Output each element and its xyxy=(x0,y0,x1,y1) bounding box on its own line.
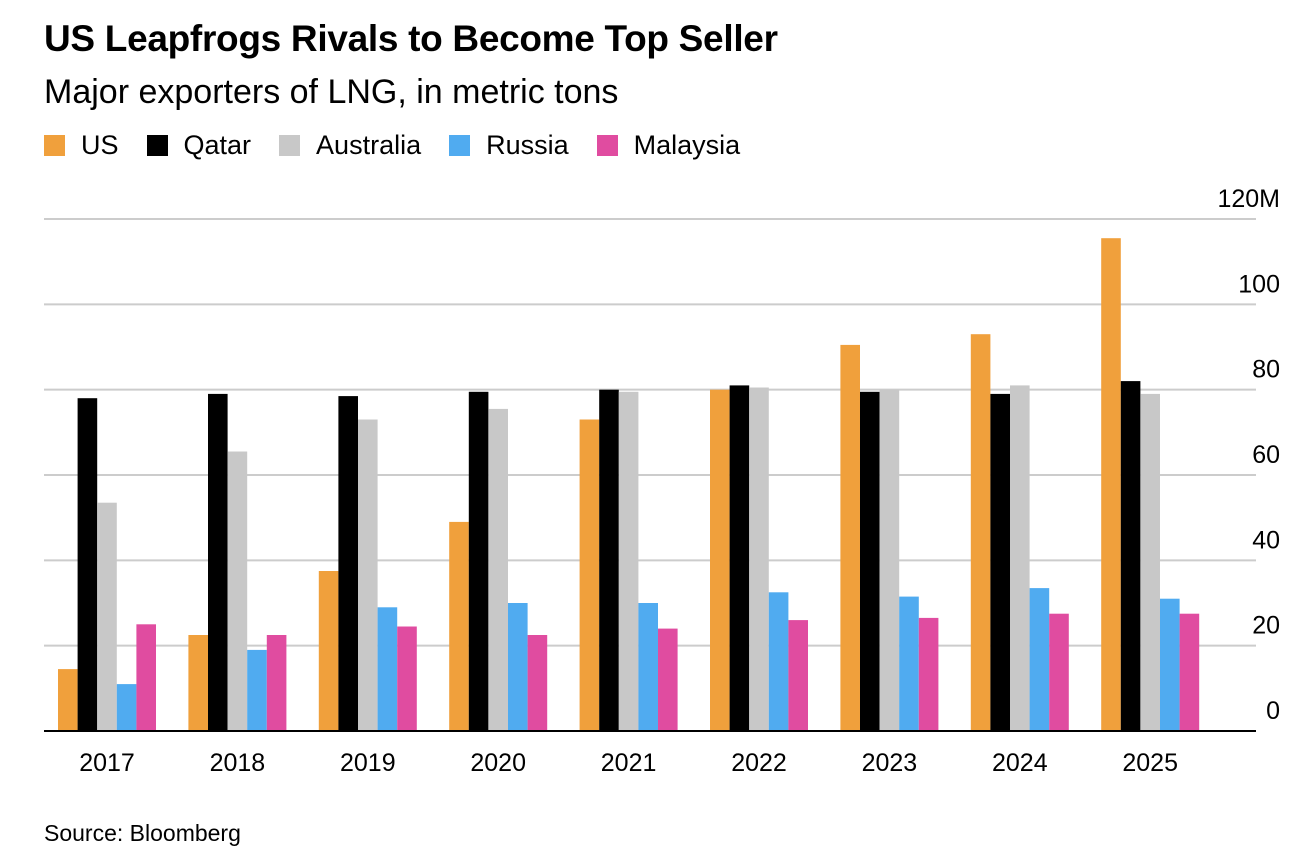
bar-us-2020 xyxy=(449,521,469,731)
y-tick-label: 100 xyxy=(1238,270,1280,298)
legend-swatch xyxy=(44,135,65,156)
bar-qatar-2024 xyxy=(990,393,1010,731)
source-note: Source: Bloomberg xyxy=(44,820,241,846)
y-tick-label: 80 xyxy=(1252,356,1280,384)
bar-malaysia-2021 xyxy=(658,628,678,731)
bar-group-2025 xyxy=(1101,238,1200,731)
bar-us-2022 xyxy=(710,389,730,731)
x-tick-label: 2021 xyxy=(601,749,657,777)
bar-russia-2023 xyxy=(899,596,919,731)
bar-malaysia-2022 xyxy=(788,620,808,731)
bar-group-2019 xyxy=(318,396,417,731)
bar-russia-2022 xyxy=(768,592,789,731)
bar-group-2021 xyxy=(579,389,678,731)
x-tick-label: 2017 xyxy=(79,749,135,777)
y-tick-label: 120M xyxy=(1217,185,1280,213)
bar-qatar-2020 xyxy=(468,391,489,731)
bar-russia-2024 xyxy=(1029,588,1050,731)
axes: 0 20 40 60 80 100 120M 2017 2018 2019 2020 2021 2022… xyxy=(44,185,1280,777)
bar-group-2018 xyxy=(188,393,287,731)
bar-us-2024 xyxy=(970,334,991,731)
x-tick-label: 2022 xyxy=(731,749,787,777)
bar-group-2022 xyxy=(710,385,808,731)
legend-swatch xyxy=(279,135,301,156)
bar-us-2023 xyxy=(840,344,860,731)
y-tick-label: 60 xyxy=(1252,441,1280,469)
x-tick-label: 2019 xyxy=(340,749,396,777)
bar-malaysia-2020 xyxy=(527,635,548,731)
chart-title: US Leapfrogs Rivals to Become Top Seller xyxy=(44,18,778,59)
bar-russia-2020 xyxy=(508,603,528,731)
legend-label: Russia xyxy=(486,130,569,160)
legend-item-qatar: Qatar xyxy=(146,130,252,161)
bar-australia-2025 xyxy=(1140,393,1160,731)
bar-group-2024 xyxy=(970,334,1069,731)
x-tick-label: 2018 xyxy=(210,749,266,777)
chart-subtitle: Major exporters of LNG, in metric tons xyxy=(44,73,619,111)
bar-russia-2021 xyxy=(638,603,658,731)
bar-australia-2022 xyxy=(749,387,769,731)
legend-item-us: US xyxy=(44,130,119,161)
y-tick-label: 20 xyxy=(1252,612,1280,640)
legend-label: US xyxy=(81,130,119,160)
legend-label: Qatar xyxy=(183,130,252,160)
x-tick-label: 2024 xyxy=(992,749,1048,777)
legend-swatch xyxy=(449,135,471,156)
y-tick-label: 0 xyxy=(1266,697,1280,725)
bar-malaysia-2025 xyxy=(1179,613,1200,731)
legend-item-malaysia: Malaysia xyxy=(596,130,741,161)
legend-swatch xyxy=(596,135,618,156)
bar-group-2020 xyxy=(449,391,548,731)
bar-malaysia-2023 xyxy=(918,617,939,731)
bar-qatar-2022 xyxy=(729,385,750,731)
bar-qatar-2019 xyxy=(338,396,358,731)
bar-australia-2023 xyxy=(879,389,900,731)
bar-qatar-2017 xyxy=(77,398,98,731)
legend-item-australia: Australia xyxy=(279,130,421,161)
bar-malaysia-2018 xyxy=(266,635,287,731)
bar-australia-2021 xyxy=(618,391,639,731)
bar-australia-2020 xyxy=(488,408,508,731)
bar-malaysia-2017 xyxy=(136,624,156,731)
bar-group-2017 xyxy=(58,398,156,731)
bar-malaysia-2019 xyxy=(397,626,417,731)
bar-us-2019 xyxy=(318,571,339,731)
legend-label: Australia xyxy=(316,130,422,160)
bar-qatar-2023 xyxy=(860,391,880,731)
bar-russia-2018 xyxy=(247,649,267,731)
bar-us-2021 xyxy=(579,419,600,731)
bar-us-2018 xyxy=(188,635,208,731)
bar-us-2017 xyxy=(58,669,78,731)
bar-russia-2017 xyxy=(116,684,137,731)
bars xyxy=(58,238,1200,731)
bar-australia-2017 xyxy=(97,502,117,731)
legend-swatch xyxy=(146,135,168,156)
bar-qatar-2018 xyxy=(208,393,228,731)
bar-malaysia-2024 xyxy=(1049,613,1069,731)
bar-australia-2018 xyxy=(227,451,248,731)
x-tick-label: 2020 xyxy=(470,749,526,777)
chart-legend: US Qatar Australia Russia Malaysia xyxy=(44,130,768,161)
legend-label: Malaysia xyxy=(633,130,741,160)
bar-russia-2019 xyxy=(377,607,398,731)
bar-australia-2019 xyxy=(358,419,378,731)
bar-russia-2025 xyxy=(1160,598,1180,731)
legend-item-russia: Russia xyxy=(449,130,569,161)
bar-qatar-2025 xyxy=(1120,381,1141,731)
x-tick-label: 2025 xyxy=(1122,749,1178,777)
x-tick-label: 2023 xyxy=(862,749,918,777)
bar-group-2023 xyxy=(840,344,939,731)
bar-qatar-2021 xyxy=(599,389,619,731)
bar-australia-2024 xyxy=(1010,385,1030,731)
y-tick-label: 40 xyxy=(1252,526,1280,554)
bar-us-2025 xyxy=(1101,238,1121,731)
